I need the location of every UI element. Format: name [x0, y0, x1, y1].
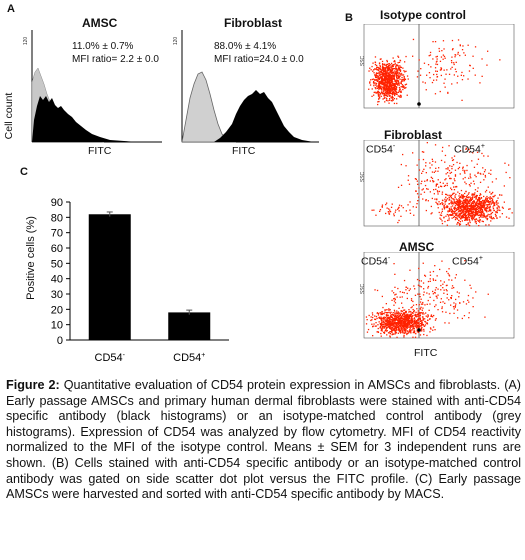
- figure-caption: Figure 2: Quantitative evaluation of CD5…: [6, 378, 521, 503]
- quadrant-label-positive: CD54+: [452, 255, 483, 268]
- panel-c-letter: C: [20, 166, 28, 178]
- dotplot-x-label: FITC: [414, 347, 438, 359]
- y-tick-label: 10: [51, 320, 63, 332]
- dotplot-amsc: SSC CD54- CD54+: [352, 252, 517, 342]
- histogram-plot: [181, 30, 319, 143]
- dotplot-title-amsc: AMSC: [399, 240, 435, 254]
- y-tick-label: 50: [51, 258, 63, 270]
- x-tick-label: CD54+: [173, 352, 205, 364]
- y-tick-label: 30: [51, 289, 63, 301]
- x-tick-label: CD54-: [95, 352, 126, 364]
- histogram-stat-mfi: MFI ratio=24.0 ± 0.0: [214, 54, 304, 65]
- bar: [88, 214, 131, 340]
- cell-count-axis-label: Cell count: [3, 92, 15, 140]
- dotplot-isotype: SSC: [352, 24, 517, 112]
- y-tick-label: 80: [51, 212, 63, 224]
- y-tick-label: 0: [57, 335, 63, 347]
- dotplot-fibroblast-canvas: [363, 140, 515, 227]
- panel-a-letter: A: [7, 3, 15, 15]
- quadrant-label-negative: CD54-: [366, 143, 396, 156]
- histogram-title: AMSC: [82, 16, 118, 30]
- dotplot-isotype-canvas: [363, 24, 515, 109]
- dotplot-title-fibroblast: Fibroblast: [384, 128, 443, 142]
- y-tick-label: 70: [51, 228, 63, 240]
- histogram-stat-percent: 11.0% ± 0.7%: [72, 41, 134, 52]
- bar: [168, 312, 211, 340]
- histogram-stat-percent: 88.0% ± 4.1%: [214, 41, 277, 52]
- histogram-stat-mfi: MFI ratio= 2.2 ± 0.0: [72, 54, 159, 65]
- histogram-x-label: FITC: [88, 145, 112, 157]
- quadrant-label-negative: CD54-: [361, 255, 391, 268]
- histogram-x-label: FITC: [232, 145, 256, 157]
- dotplot-fibroblast: SSC CD54- CD54+: [352, 140, 517, 230]
- figure-caption-text: Quantitative evaluation of CD54 protein …: [6, 378, 521, 502]
- panel-b-letter: B: [345, 12, 353, 24]
- y-tick-label: 40: [51, 274, 63, 286]
- figure-label: Figure 2:: [6, 378, 60, 392]
- y-tick-label: 60: [51, 243, 63, 255]
- histogram-fibroblast: Fibroblast 88.0% ± 4.1% MFI ratio=24.0 ±…: [173, 10, 324, 157]
- bar-chart: Positive cells (%) 0 10 20 30 40 50 60 70 80 90 CD…: [14, 190, 334, 370]
- quadrant-label-positive: CD54+: [454, 143, 485, 156]
- histogram-plot: [31, 30, 162, 143]
- histogram-title: Fibroblast: [224, 16, 283, 30]
- dotplot-amsc-canvas: [363, 252, 515, 339]
- y-tick-label: 90: [51, 197, 63, 209]
- y-tick-label: 20: [51, 304, 63, 316]
- bar-chart-canvas: 0 10 20 30 40 50 60 70 80 90 CD54- CD54+: [51, 197, 229, 364]
- histogram-amsc: AMSC 11.0% ± 0.7% MFI ratio= 2.2 ± 0.0 1…: [23, 10, 164, 157]
- dotplot-title-isotype: Isotype control: [380, 8, 467, 22]
